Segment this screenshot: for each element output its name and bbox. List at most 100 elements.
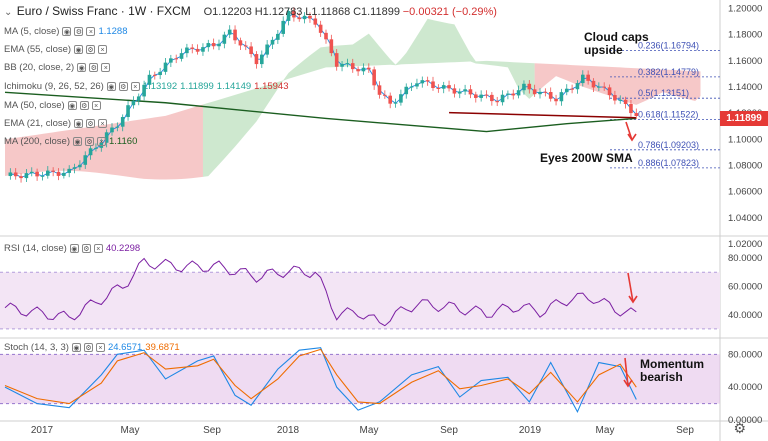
settings-icon[interactable]: ⚙ — [74, 27, 84, 36]
settings-icon[interactable]: ⚙ — [118, 82, 128, 91]
candle-body-56 — [302, 15, 307, 20]
candle-body-7 — [40, 175, 45, 177]
eye-icon[interactable]: ◉ — [77, 63, 87, 72]
candle-body-33 — [179, 53, 184, 59]
candle-body-69 — [372, 69, 376, 86]
legend-ema21-label: EMA (21, close) — [4, 118, 72, 129]
close-icon[interactable]: × — [130, 82, 140, 91]
current-price-tag: 1.11899 — [720, 111, 768, 126]
candle-body-61 — [329, 39, 334, 54]
time-tick-3: 2018 — [277, 425, 300, 436]
close-value: C1.11899 — [353, 6, 400, 18]
candle-body-53 — [286, 11, 291, 21]
legend-ema55[interactable]: EMA (55, close) ◉ ⚙ × — [4, 44, 108, 55]
legend-ema21[interactable]: EMA (21, close) ◉ ⚙ × — [4, 118, 108, 129]
legend-rsi[interactable]: RSI (14, close) ◉ ⚙ × 40.2298 — [4, 243, 140, 254]
eye-icon[interactable]: ◉ — [67, 101, 77, 110]
collapse-chevron-icon[interactable]: ⌄ — [4, 7, 13, 18]
rsi-pane[interactable] — [4, 257, 637, 327]
eye-icon[interactable]: ◉ — [74, 45, 84, 54]
legend-ma200[interactable]: MA (200, close) ◉ ⚙ × 1.1160 — [4, 136, 137, 147]
fibonacci-levels: 0.236(1.16794) 0.382(1.14779) 0.5(1.13151)… — [610, 40, 720, 169]
candle-body-109 — [586, 74, 590, 81]
legend-ma50[interactable]: MA (50, close) ◉ ⚙ × — [4, 100, 101, 111]
legend-ma200-value: 1.1160 — [109, 136, 138, 147]
arrow-price-head — [627, 133, 637, 142]
close-icon[interactable]: × — [93, 244, 103, 253]
symbol-label[interactable]: Euro / Swiss Franc · 1W · FXCM — [16, 4, 191, 18]
eye-icon[interactable]: ◉ — [74, 119, 84, 128]
settings-icon[interactable]: ⚙ — [81, 244, 91, 253]
settings-icon[interactable]: ⚙ — [83, 343, 93, 352]
low-value: L1.11868 — [305, 6, 351, 18]
eye-icon[interactable]: ◉ — [106, 82, 116, 91]
candle-body-1 — [8, 172, 13, 177]
settings-icon[interactable]: ⚙ — [86, 119, 96, 128]
candle-body-114 — [613, 95, 617, 101]
rsi-line — [4, 257, 637, 327]
arrow-stoch-head — [623, 379, 633, 388]
price-tick-2: 1.16000 — [728, 56, 762, 67]
candle-body-65 — [350, 63, 355, 70]
candle-body-54 — [292, 11, 296, 18]
close-icon[interactable]: × — [101, 63, 111, 72]
candle-body-90 — [484, 94, 489, 96]
candle-body-22 — [120, 117, 125, 127]
settings-icon[interactable]: ⚙ — [86, 45, 96, 54]
close-icon[interactable]: × — [98, 45, 108, 54]
legend-ichimoku-conversion: 1.13192 — [142, 81, 178, 92]
price-tick-1: 1.18000 — [728, 30, 762, 41]
fib-label-5: 0.886(1.07823) — [638, 158, 699, 168]
rsi-tick-0: 80.0000 — [728, 253, 762, 264]
legend-ma50-label: MA (50, close) — [4, 100, 65, 111]
candle-body-60 — [324, 32, 328, 40]
time-tick-6: 2019 — [519, 425, 542, 436]
candle-body-10 — [56, 171, 61, 176]
cloud-bullish — [202, 18, 535, 177]
price-tick-5: 1.10000 — [728, 134, 762, 145]
candle-body-70 — [377, 85, 382, 95]
annotation-200w-sma: Eyes 200W SMA — [540, 151, 633, 165]
eye-icon[interactable]: ◉ — [71, 343, 81, 352]
legend-stoch[interactable]: Stoch (14, 3, 3) ◉ ⚙ × 24.6571 39.6871 — [4, 342, 180, 353]
candle-body-98 — [527, 83, 532, 90]
eye-icon[interactable]: ◉ — [73, 137, 82, 146]
eye-icon[interactable]: ◉ — [62, 27, 72, 36]
candle-body-97 — [522, 83, 526, 91]
settings-icon[interactable]: ⚙ — [79, 101, 89, 110]
candle-body-25 — [136, 96, 141, 101]
candle-body-111 — [597, 86, 601, 88]
price-tick-8: 1.04000 — [728, 213, 762, 224]
eye-icon[interactable]: ◉ — [69, 244, 79, 253]
candle-body-3 — [19, 176, 23, 179]
candle-body-50 — [270, 39, 275, 45]
close-icon[interactable]: × — [91, 101, 101, 110]
candle-body-63 — [340, 63, 344, 67]
rsi-band — [0, 272, 720, 329]
candle-body-75 — [404, 86, 409, 95]
time-axis[interactable]: 2017 May Sep 2018 May Sep 2019 May Sep — [31, 425, 694, 436]
fib-label-3: 0.618(1.11522) — [638, 109, 698, 119]
legend-ma5[interactable]: MA (5, close) ◉ ⚙ × 1.1288 — [4, 26, 128, 37]
close-icon[interactable]: × — [95, 343, 105, 352]
close-icon[interactable]: × — [86, 27, 96, 36]
legend-bb[interactable]: BB (20, close, 2) ◉ ⚙ × — [4, 62, 111, 73]
gear-icon[interactable]: ⚙ — [733, 420, 746, 436]
candle-body-44 — [238, 40, 243, 46]
legend-bb-label: BB (20, close, 2) — [4, 62, 75, 73]
legend-ma5-value: 1.1288 — [98, 26, 128, 37]
candle-body-47 — [254, 54, 259, 65]
close-icon[interactable]: × — [98, 119, 108, 128]
settings-icon[interactable]: ⚙ — [85, 137, 94, 146]
candle-body-92 — [495, 101, 499, 103]
stoch-band — [0, 354, 720, 404]
close-icon[interactable]: × — [97, 137, 106, 146]
stoch-pane[interactable] — [4, 347, 637, 414]
candle-body-78 — [420, 80, 425, 84]
candle-body-58 — [313, 18, 318, 25]
candle-body-29 — [158, 71, 162, 76]
rsi-tick-1: 60.0000 — [728, 281, 762, 292]
legend-ichimoku[interactable]: Ichimoku (9, 26, 52, 26) ◉ ⚙ × 1.13192 1.1… — [4, 81, 288, 92]
settings-icon[interactable]: ⚙ — [89, 63, 99, 72]
candle-body-20 — [110, 127, 114, 133]
